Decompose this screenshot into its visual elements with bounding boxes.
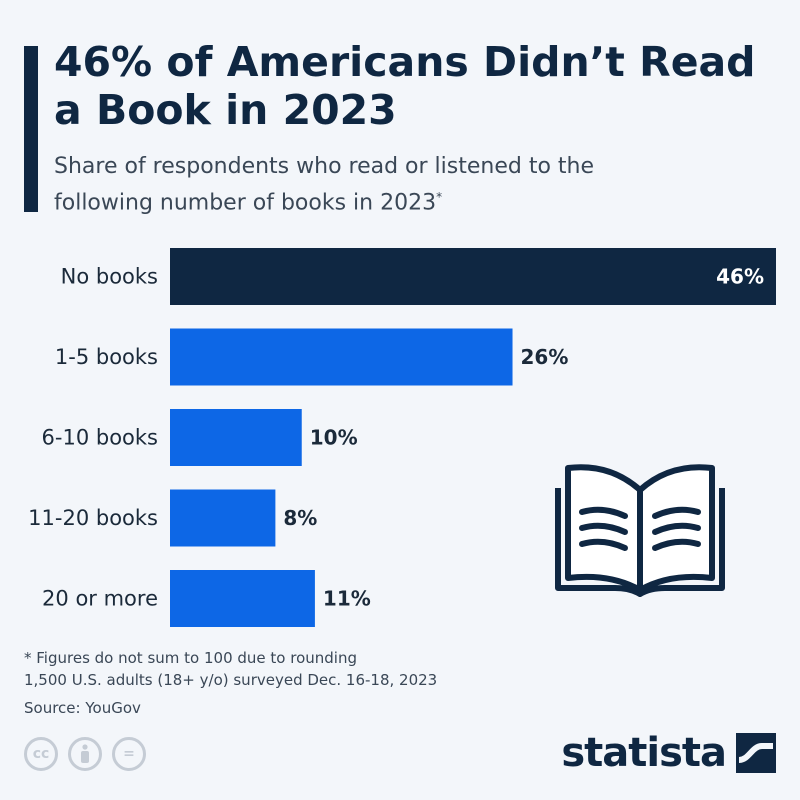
- chart-title: 46% of Americans Didn’t Read a Book in 2…: [54, 38, 756, 134]
- footnote-survey: 1,500 U.S. adults (18+ y/o) surveyed Dec…: [24, 671, 438, 689]
- nd-icon-text: =: [123, 746, 135, 762]
- cc-icon[interactable]: cc: [24, 737, 58, 771]
- value-label: 11%: [323, 587, 371, 611]
- chart-subtitle-text: Share of respondents who read or listene…: [54, 154, 595, 216]
- statista-mark-icon: [736, 733, 776, 773]
- category-label: 20 or more: [42, 587, 158, 611]
- bar: [170, 409, 302, 466]
- open-book-icon: [555, 464, 725, 597]
- category-label: 6-10 books: [42, 426, 158, 450]
- value-label: 26%: [521, 345, 569, 369]
- value-label: 10%: [310, 426, 358, 450]
- bar: [170, 570, 315, 627]
- brand-wordmark: statista: [561, 730, 727, 776]
- license-icons: cc =: [24, 737, 146, 771]
- person-icon: [81, 744, 89, 763]
- cc-icon-text: cc: [32, 746, 50, 762]
- subtitle-footnote-mark: *: [436, 190, 443, 204]
- by-icon[interactable]: [68, 737, 102, 771]
- bar: [170, 248, 776, 305]
- chart-subtitle: Share of respondents who read or listene…: [54, 152, 654, 218]
- footnotes: * Figures do not sum to 100 due to round…: [24, 647, 437, 719]
- bar: [170, 328, 513, 386]
- footnote-rounding: * Figures do not sum to 100 due to round…: [24, 649, 357, 667]
- title-accent-bar: [24, 46, 38, 212]
- bar-chart: No books 46% 1-5 books 26% 6-10 books 10% 11-2…: [28, 248, 776, 627]
- category-label: No books: [61, 265, 158, 289]
- value-label: 8%: [283, 506, 317, 530]
- bar: [170, 489, 276, 547]
- category-label: 11-20 books: [28, 506, 158, 530]
- statista-logo[interactable]: statista: [561, 730, 776, 776]
- source-text: Source: YouGov: [24, 699, 141, 717]
- nd-icon[interactable]: =: [112, 737, 146, 771]
- category-label: 1-5 books: [55, 345, 158, 369]
- value-label: 46%: [716, 265, 764, 289]
